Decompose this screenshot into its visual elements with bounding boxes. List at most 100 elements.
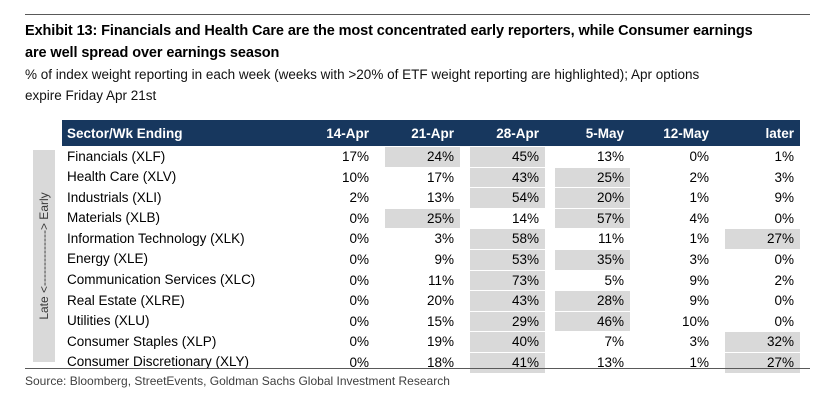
table-body: Financials (XLF) 17% 24% 45% 13% 0% 1% Health C… xyxy=(62,146,800,373)
sector-cell: Materials (XLB) xyxy=(67,210,161,226)
value-cell: 32% xyxy=(715,331,800,352)
table-header-row: Sector/Wk Ending 14-Apr 21-Apr 28-Apr 5-… xyxy=(62,120,800,146)
table-row: Consumer Discretionary (XLY) 0% 18% 41% 13% 1… xyxy=(62,352,800,373)
sector-cell: Utilities (XLU) xyxy=(67,313,150,329)
value-cell: 41% xyxy=(460,352,545,373)
sector-cell: Communication Services (XLC) xyxy=(67,272,256,288)
table-row: Health Care (XLV) 10% 17% 43% 25% 2% 3% xyxy=(62,167,800,188)
table-row: Information Technology (XLK) 0% 3% 58% 11% 1%… xyxy=(62,228,800,249)
sector-reporting-table: Sector/Wk Ending 14-Apr 21-Apr 28-Apr 5-… xyxy=(62,120,800,373)
value-cell: 13% xyxy=(596,354,624,370)
value-cell: 0% xyxy=(349,251,369,267)
value-cell: 43% xyxy=(460,167,545,188)
sector-cell: Financials (XLF) xyxy=(67,148,166,164)
table-row: Materials (XLB) 0% 25% 14% 57% 4% 0% xyxy=(62,208,800,229)
column-header-week2: 21-Apr xyxy=(375,120,460,146)
value-cell: 13% xyxy=(596,149,624,164)
column-header-later: later xyxy=(715,120,800,146)
value-cell: 40% xyxy=(460,331,545,352)
value-cell: 0% xyxy=(774,313,794,329)
top-divider xyxy=(25,14,810,15)
value-cell: 24% xyxy=(375,146,460,167)
sector-cell: Real Estate (XLRE) xyxy=(67,292,185,308)
value-cell: 9% xyxy=(689,293,709,309)
value-cell: 3% xyxy=(689,251,709,267)
value-cell: 0% xyxy=(349,272,369,288)
value-cell: 35% xyxy=(545,249,630,270)
early-late-axis-label: Late <--------------> Early xyxy=(37,192,51,320)
value-cell: 54% xyxy=(460,187,545,208)
table-row: Communication Services (XLC) 0% 11% 73% 5% 9%… xyxy=(62,270,800,291)
value-cell: 14% xyxy=(511,210,539,226)
value-cell: 0% xyxy=(349,354,369,370)
value-cell: 43% xyxy=(460,290,545,311)
value-cell: 9% xyxy=(689,272,709,288)
value-cell: 58% xyxy=(460,228,545,249)
column-header-week5: 12-May xyxy=(630,120,715,146)
value-cell: 17% xyxy=(341,149,369,164)
sector-cell: Consumer Staples (XLP) xyxy=(67,333,217,349)
column-header-week3: 28-Apr xyxy=(460,120,545,146)
source-line: Source: Bloomberg, StreetEvents, Goldman… xyxy=(25,374,450,388)
value-cell: 2% xyxy=(774,272,794,288)
sector-cell: Consumer Discretionary (XLY) xyxy=(67,354,250,370)
sector-cell: Information Technology (XLK) xyxy=(67,230,245,246)
value-cell: 27% xyxy=(715,228,800,249)
value-cell: 20% xyxy=(426,293,454,309)
value-cell: 0% xyxy=(349,334,369,350)
value-cell: 27% xyxy=(715,352,800,373)
value-cell: 46% xyxy=(545,311,630,332)
value-cell: 3% xyxy=(434,231,454,247)
value-cell: 20% xyxy=(545,187,630,208)
value-cell: 9% xyxy=(774,190,794,206)
value-cell: 2% xyxy=(689,169,709,185)
value-cell: 0% xyxy=(774,210,794,226)
value-cell: 4% xyxy=(689,210,709,226)
sector-cell: Industrials (XLI) xyxy=(67,189,162,205)
table-row: Industrials (XLI) 2% 13% 54% 20% 1% 9% xyxy=(62,187,800,208)
exhibit-subtitle-line1: % of index weight reporting in each week… xyxy=(25,67,700,82)
value-cell: 25% xyxy=(545,167,630,188)
value-cell: 19% xyxy=(426,334,454,350)
exhibit-title-line2: are well spread over earnings season xyxy=(25,45,280,61)
value-cell: 0% xyxy=(689,149,709,164)
value-cell: 11% xyxy=(597,231,624,247)
bottom-divider xyxy=(25,368,810,369)
value-cell: 10% xyxy=(341,169,369,185)
value-cell: 53% xyxy=(460,249,545,270)
value-cell: 7% xyxy=(604,334,624,350)
value-cell: 57% xyxy=(545,208,630,229)
value-cell: 0% xyxy=(774,293,794,309)
table-row: Real Estate (XLRE) 0% 20% 43% 28% 9% 0% xyxy=(62,290,800,311)
value-cell: 11% xyxy=(427,272,454,288)
value-cell: 45% xyxy=(460,146,545,167)
value-cell: 13% xyxy=(426,190,454,206)
value-cell: 0% xyxy=(349,293,369,309)
value-cell: 18% xyxy=(426,354,454,370)
value-cell: 0% xyxy=(774,251,794,267)
value-cell: 1% xyxy=(774,149,794,164)
value-cell: 29% xyxy=(460,311,545,332)
table-row: Energy (XLE) 0% 9% 53% 35% 3% 0% xyxy=(62,249,800,270)
column-header-week1: 14-Apr xyxy=(290,120,375,146)
value-cell: 3% xyxy=(689,334,709,350)
exhibit-subtitle: % of index weight reporting in each week… xyxy=(25,64,815,106)
table-row: Financials (XLF) 17% 24% 45% 13% 0% 1% xyxy=(62,146,800,167)
value-cell: 5% xyxy=(604,272,624,288)
exhibit-title: Exhibit 13: Financials and Health Care a… xyxy=(25,20,815,64)
value-cell: 25% xyxy=(375,208,460,229)
value-cell: 10% xyxy=(681,313,709,329)
value-cell: 9% xyxy=(434,251,454,267)
value-cell: 15% xyxy=(426,313,454,329)
value-cell: 1% xyxy=(689,354,709,370)
value-cell: 17% xyxy=(426,169,454,185)
value-cell: 1% xyxy=(689,190,709,206)
table-row: Consumer Staples (XLP) 0% 19% 40% 7% 3% 32% xyxy=(62,331,800,352)
table-area: Late <--------------> Early Sector/Wk En… xyxy=(33,120,800,373)
sector-cell: Energy (XLE) xyxy=(67,251,149,267)
value-cell: 0% xyxy=(349,313,369,329)
value-cell: 0% xyxy=(349,210,369,226)
column-header-sector: Sector/Wk Ending xyxy=(62,120,290,146)
early-late-axis-bar: Late <--------------> Early xyxy=(33,150,55,362)
